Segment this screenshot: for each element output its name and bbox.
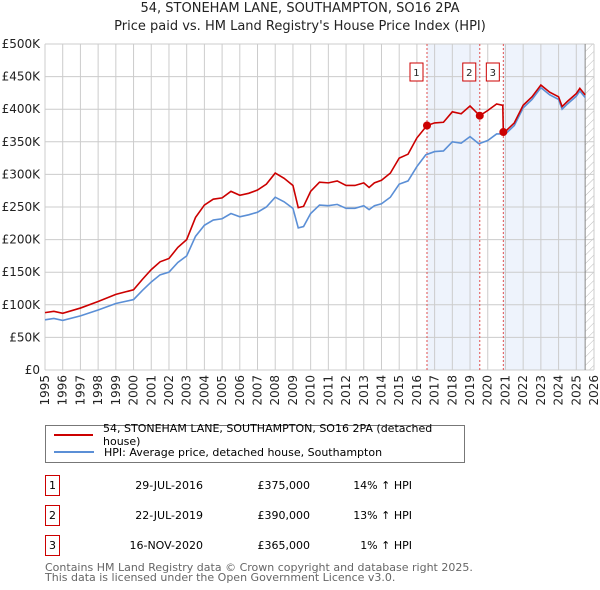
hpi-line bbox=[44, 86, 586, 322]
x-tick-label: 2000 bbox=[127, 375, 141, 406]
sale-marker-label: 2 bbox=[45, 505, 60, 526]
sale-point bbox=[475, 111, 484, 120]
x-tick-label: 2011 bbox=[321, 375, 335, 406]
sale-row: 3 16-NOV-2020 £365,000 1% ↑ HPI bbox=[45, 535, 465, 556]
footer-copyright: Contains HM Land Registry data © Crown c… bbox=[45, 561, 473, 574]
x-tick-label: 2018 bbox=[445, 375, 459, 406]
y-tick-label: £500K bbox=[2, 37, 42, 51]
sale-marker-box bbox=[409, 62, 424, 82]
x-tick-label: 2014 bbox=[374, 375, 388, 406]
price-line bbox=[44, 83, 586, 315]
legend-swatch-red bbox=[54, 434, 93, 436]
sale-marker-label: 1 bbox=[413, 68, 419, 79]
x-tick-label: 1996 bbox=[56, 375, 70, 406]
sale-price: £365,000 bbox=[257, 539, 311, 552]
plot-area: £0 £50K £100K £150K £200K £250K £300K £350K £400… bbox=[2, 37, 600, 406]
y-tick-label: £150K bbox=[2, 265, 42, 279]
sale-marker-box bbox=[462, 62, 477, 82]
x-tick-label: 2002 bbox=[162, 375, 176, 406]
x-tick-label: 2019 bbox=[463, 375, 477, 406]
x-tick-label: 2005 bbox=[215, 375, 229, 406]
sale-row: 2 22-JUL-2019 £390,000 13% ↑ HPI bbox=[45, 505, 465, 526]
x-tick-label: 2026 bbox=[587, 375, 600, 406]
x-tick-label: 2015 bbox=[392, 375, 406, 406]
x-tick-label: 2025 bbox=[569, 375, 583, 406]
x-tick-label: 2009 bbox=[286, 375, 300, 406]
sale-point bbox=[422, 121, 431, 130]
x-tick-label: 2020 bbox=[481, 375, 495, 406]
chart-title: 54, STONEHAM LANE, SOUTHAMPTON, SO16 2PA bbox=[140, 1, 460, 16]
x-tick-label: 2022 bbox=[516, 375, 530, 406]
x-tick-label: 2004 bbox=[197, 375, 211, 406]
y-tick-label: £400K bbox=[2, 102, 42, 116]
y-tick-label: £250K bbox=[2, 200, 42, 214]
x-tick-label: 2013 bbox=[357, 375, 371, 406]
legend-item-property: 54, STONEHAM LANE, SOUTHAMPTON, SO16 2PA… bbox=[54, 422, 464, 448]
sale-point bbox=[499, 128, 508, 137]
sale-marker-label: 2 bbox=[466, 68, 472, 79]
x-tick-label: 2006 bbox=[233, 375, 247, 406]
sale-marker-label: 3 bbox=[45, 535, 60, 556]
legend-item-hpi: HPI: Average price, detached house, Sout… bbox=[54, 444, 382, 460]
sale-price: £375,000 bbox=[257, 479, 311, 492]
y-tick-label: £450K bbox=[2, 70, 42, 84]
x-tick-label: 2010 bbox=[304, 375, 318, 406]
x-tick-label: 2024 bbox=[552, 375, 566, 406]
sale-hpi-diff: 1% ↑ HPI bbox=[360, 539, 412, 552]
sale-row: 1 29-JUL-2016 £375,000 14% ↑ HPI bbox=[45, 475, 465, 496]
y-tick-label: £100K bbox=[2, 298, 42, 312]
x-tick-label: 1997 bbox=[73, 375, 87, 406]
sale-marker-box bbox=[485, 62, 500, 82]
legend: 54, STONEHAM LANE, SOUTHAMPTON, SO16 2PA… bbox=[45, 422, 465, 463]
y-tick-label: £200K bbox=[2, 233, 42, 247]
x-tick-label: 1995 bbox=[38, 375, 52, 406]
legend-swatch-blue bbox=[54, 451, 94, 453]
x-tick-label: 2017 bbox=[428, 375, 442, 406]
x-tick-label: 2016 bbox=[410, 375, 424, 406]
sale-hpi-diff: 13% ↑ HPI bbox=[353, 509, 412, 522]
x-tick-label: 2021 bbox=[498, 375, 512, 406]
sale-marker-label: 3 bbox=[490, 68, 496, 79]
x-tick-label: 2012 bbox=[339, 375, 353, 406]
legend-label: HPI: Average price, detached house, Sout… bbox=[104, 445, 383, 459]
legend-label: 54, STONEHAM LANE, SOUTHAMPTON, SO16 2PA… bbox=[103, 422, 433, 448]
sale-date: 22-JUL-2019 bbox=[135, 509, 203, 522]
x-tick-label: 2003 bbox=[180, 375, 194, 406]
x-tick-label: 2008 bbox=[268, 375, 282, 406]
sale-date: 29-JUL-2016 bbox=[135, 479, 203, 492]
y-tick-label: £0 bbox=[25, 363, 40, 377]
sale-marker-label: 1 bbox=[45, 475, 60, 496]
sale-hpi-diff: 14% ↑ HPI bbox=[353, 479, 412, 492]
x-tick-label: 1998 bbox=[91, 375, 105, 406]
sale-date: 16-NOV-2020 bbox=[129, 539, 203, 552]
x-tick-label: 1999 bbox=[109, 375, 123, 406]
y-tick-label: £50K bbox=[9, 330, 41, 344]
sale-price: £390,000 bbox=[257, 509, 311, 522]
y-tick-label: £300K bbox=[2, 167, 42, 181]
x-tick-label: 2023 bbox=[534, 375, 548, 406]
x-tick-label: 2007 bbox=[251, 375, 265, 406]
y-tick-label: £350K bbox=[2, 135, 42, 149]
footer-licence: This data is licensed under the Open Gov… bbox=[45, 571, 396, 584]
chart-subtitle: Price paid vs. HM Land Registry's House … bbox=[114, 19, 486, 34]
x-tick-label: 2001 bbox=[144, 375, 158, 406]
